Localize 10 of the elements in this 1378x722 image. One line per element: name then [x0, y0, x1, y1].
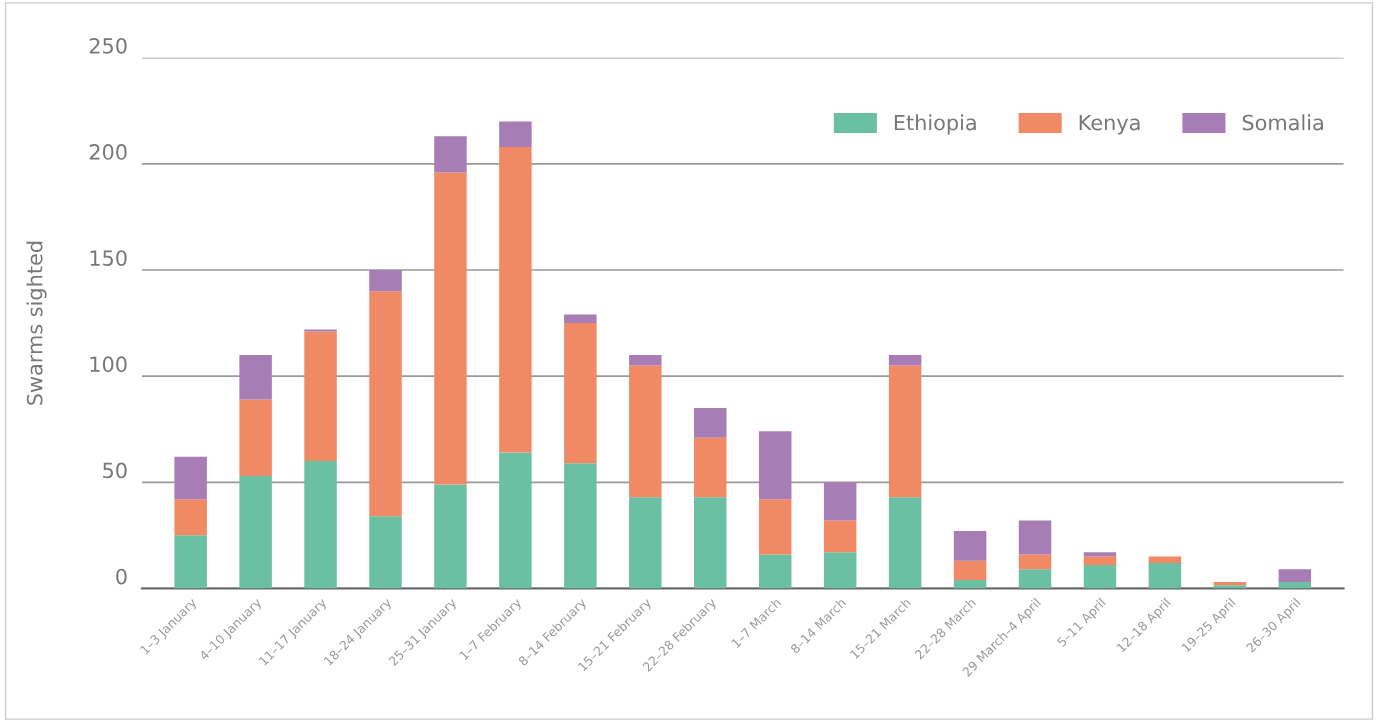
legend-label: Somalia [1242, 114, 1323, 131]
legend-label: Kenya [1079, 114, 1140, 135]
legend-label: Ethiopia [894, 114, 976, 135]
y-tick-label: 150 [90, 250, 127, 266]
y-tick-label: 200 [89, 144, 127, 160]
y-tick-label: 250 [89, 37, 127, 54]
y-tick-label: 50 [103, 462, 127, 479]
y-tick-label: 0 [116, 568, 127, 585]
y-tick-label: 100 [90, 356, 127, 373]
y-axis-title: Swarms sighted [26, 241, 47, 405]
